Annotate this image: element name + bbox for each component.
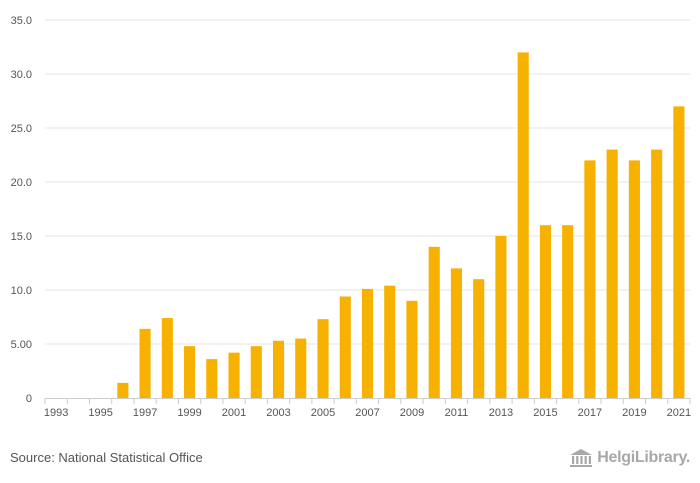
- y-tick-label: 30.0: [11, 69, 32, 81]
- bar-2003: [272, 340, 285, 398]
- x-tick-label: 1999: [177, 407, 201, 419]
- x-axis: [44, 398, 691, 404]
- bar-2008: [384, 285, 396, 398]
- bar-2002: [250, 346, 262, 398]
- bar-2004: [295, 338, 307, 398]
- bar-2021: [673, 106, 685, 399]
- bar-2018: [606, 149, 618, 398]
- y-tick-label: 20.0: [11, 177, 32, 189]
- bar-2009: [406, 300, 418, 398]
- bar-1996: [117, 382, 129, 398]
- bar-2015: [539, 225, 551, 398]
- x-tick-label: 2019: [622, 407, 646, 419]
- bar-2017: [584, 160, 596, 398]
- x-tick-label: 2017: [578, 407, 602, 419]
- bar-2006: [339, 296, 351, 398]
- x-tick-label: 2007: [355, 407, 379, 419]
- y-tick-label: 0: [26, 393, 32, 405]
- x-tick-label: 1995: [88, 407, 112, 419]
- bar-1999: [184, 346, 196, 398]
- x-axis-labels: 1993 1995 1997 1999 2001 2003 2005 2007 2009 2011…: [44, 407, 691, 419]
- bar-2020: [651, 149, 663, 398]
- bar-2007: [361, 288, 374, 398]
- bar-1997: [139, 328, 151, 398]
- x-tick-label: 2015: [533, 407, 557, 419]
- bar-2001: [228, 352, 240, 398]
- x-tick-label: 2021: [667, 407, 691, 419]
- source-note: Source: National Statistical Office: [10, 450, 203, 465]
- x-tick-label: 2005: [311, 407, 335, 419]
- x-tick-label: 1993: [44, 407, 68, 419]
- x-tick-label: 2011: [445, 407, 469, 419]
- x-tick-label: 2009: [400, 407, 424, 419]
- x-tick-label: 1997: [133, 407, 157, 419]
- brand-name: HelgiLibrary.: [597, 449, 690, 466]
- bar-2005: [317, 319, 329, 398]
- y-tick-label: 10.0: [11, 285, 32, 297]
- x-tick-label: 2013: [489, 407, 513, 419]
- y-tick-label: 15.0: [11, 231, 32, 243]
- bar-2016: [562, 225, 574, 398]
- bar-2012: [473, 279, 485, 398]
- y-tick-label: 5.00: [11, 339, 32, 351]
- bar-2010: [428, 246, 440, 398]
- y-axis-labels: 0 5.00 10.0 15.0 20.0 25.0 30.0 35.0: [11, 15, 32, 405]
- library-building-icon: [570, 449, 593, 467]
- bar-series: [117, 52, 685, 399]
- x-tick-label: 2003: [266, 407, 290, 419]
- bar-2013: [495, 236, 507, 398]
- bar-2019: [628, 160, 640, 398]
- x-tick-label: 2001: [222, 407, 246, 419]
- y-tick-label: 35.0: [11, 15, 32, 27]
- bar-2014: [517, 52, 529, 399]
- bar-2011: [450, 268, 463, 398]
- brand-logo[interactable]: HelgiLibrary.: [569, 448, 690, 468]
- bar-1998: [161, 318, 173, 398]
- bar-2000: [206, 359, 218, 398]
- grid-layer: [45, 19, 690, 345]
- y-tick-label: 25.0: [11, 123, 32, 135]
- chart-area: 0 5.00 10.0 15.0 20.0 25.0 30.0 35.0 1993 1995 19…: [11, 15, 692, 419]
